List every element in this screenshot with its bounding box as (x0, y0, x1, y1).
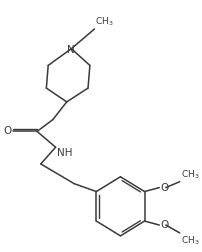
Text: O: O (3, 127, 11, 136)
Text: O: O (160, 220, 168, 230)
Text: O: O (160, 183, 168, 193)
Text: NH: NH (57, 148, 72, 158)
Text: CH$_3$: CH$_3$ (181, 235, 199, 247)
Text: N: N (66, 45, 74, 55)
Text: CH$_3$: CH$_3$ (95, 15, 114, 28)
Text: CH$_3$: CH$_3$ (181, 168, 199, 181)
